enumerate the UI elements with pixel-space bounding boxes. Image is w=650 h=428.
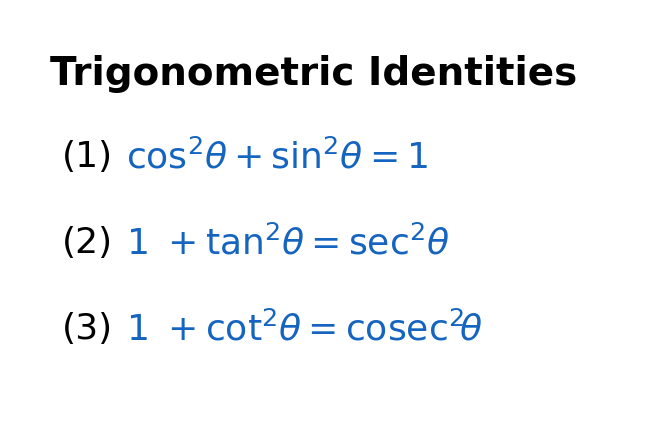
Text: $\cos^2\!\theta + \sin^2\!\theta = 1$: $\cos^2\!\theta + \sin^2\!\theta = 1$ [125, 139, 428, 175]
Text: (1): (1) [62, 140, 113, 174]
FancyBboxPatch shape [0, 0, 588, 428]
Text: $1 \ +\cot^2\!\theta = \mathrm{cosec}^2\!\theta$: $1 \ +\cot^2\!\theta = \mathrm{cosec}^2\… [125, 311, 482, 348]
Text: $1 \ +\tan^2\!\theta = \sec^2\!\theta$: $1 \ +\tan^2\!\theta = \sec^2\!\theta$ [125, 225, 449, 262]
Text: Trigonometric Identities: Trigonometric Identities [51, 54, 578, 92]
Text: (2): (2) [62, 226, 113, 260]
Text: (3): (3) [62, 312, 113, 346]
